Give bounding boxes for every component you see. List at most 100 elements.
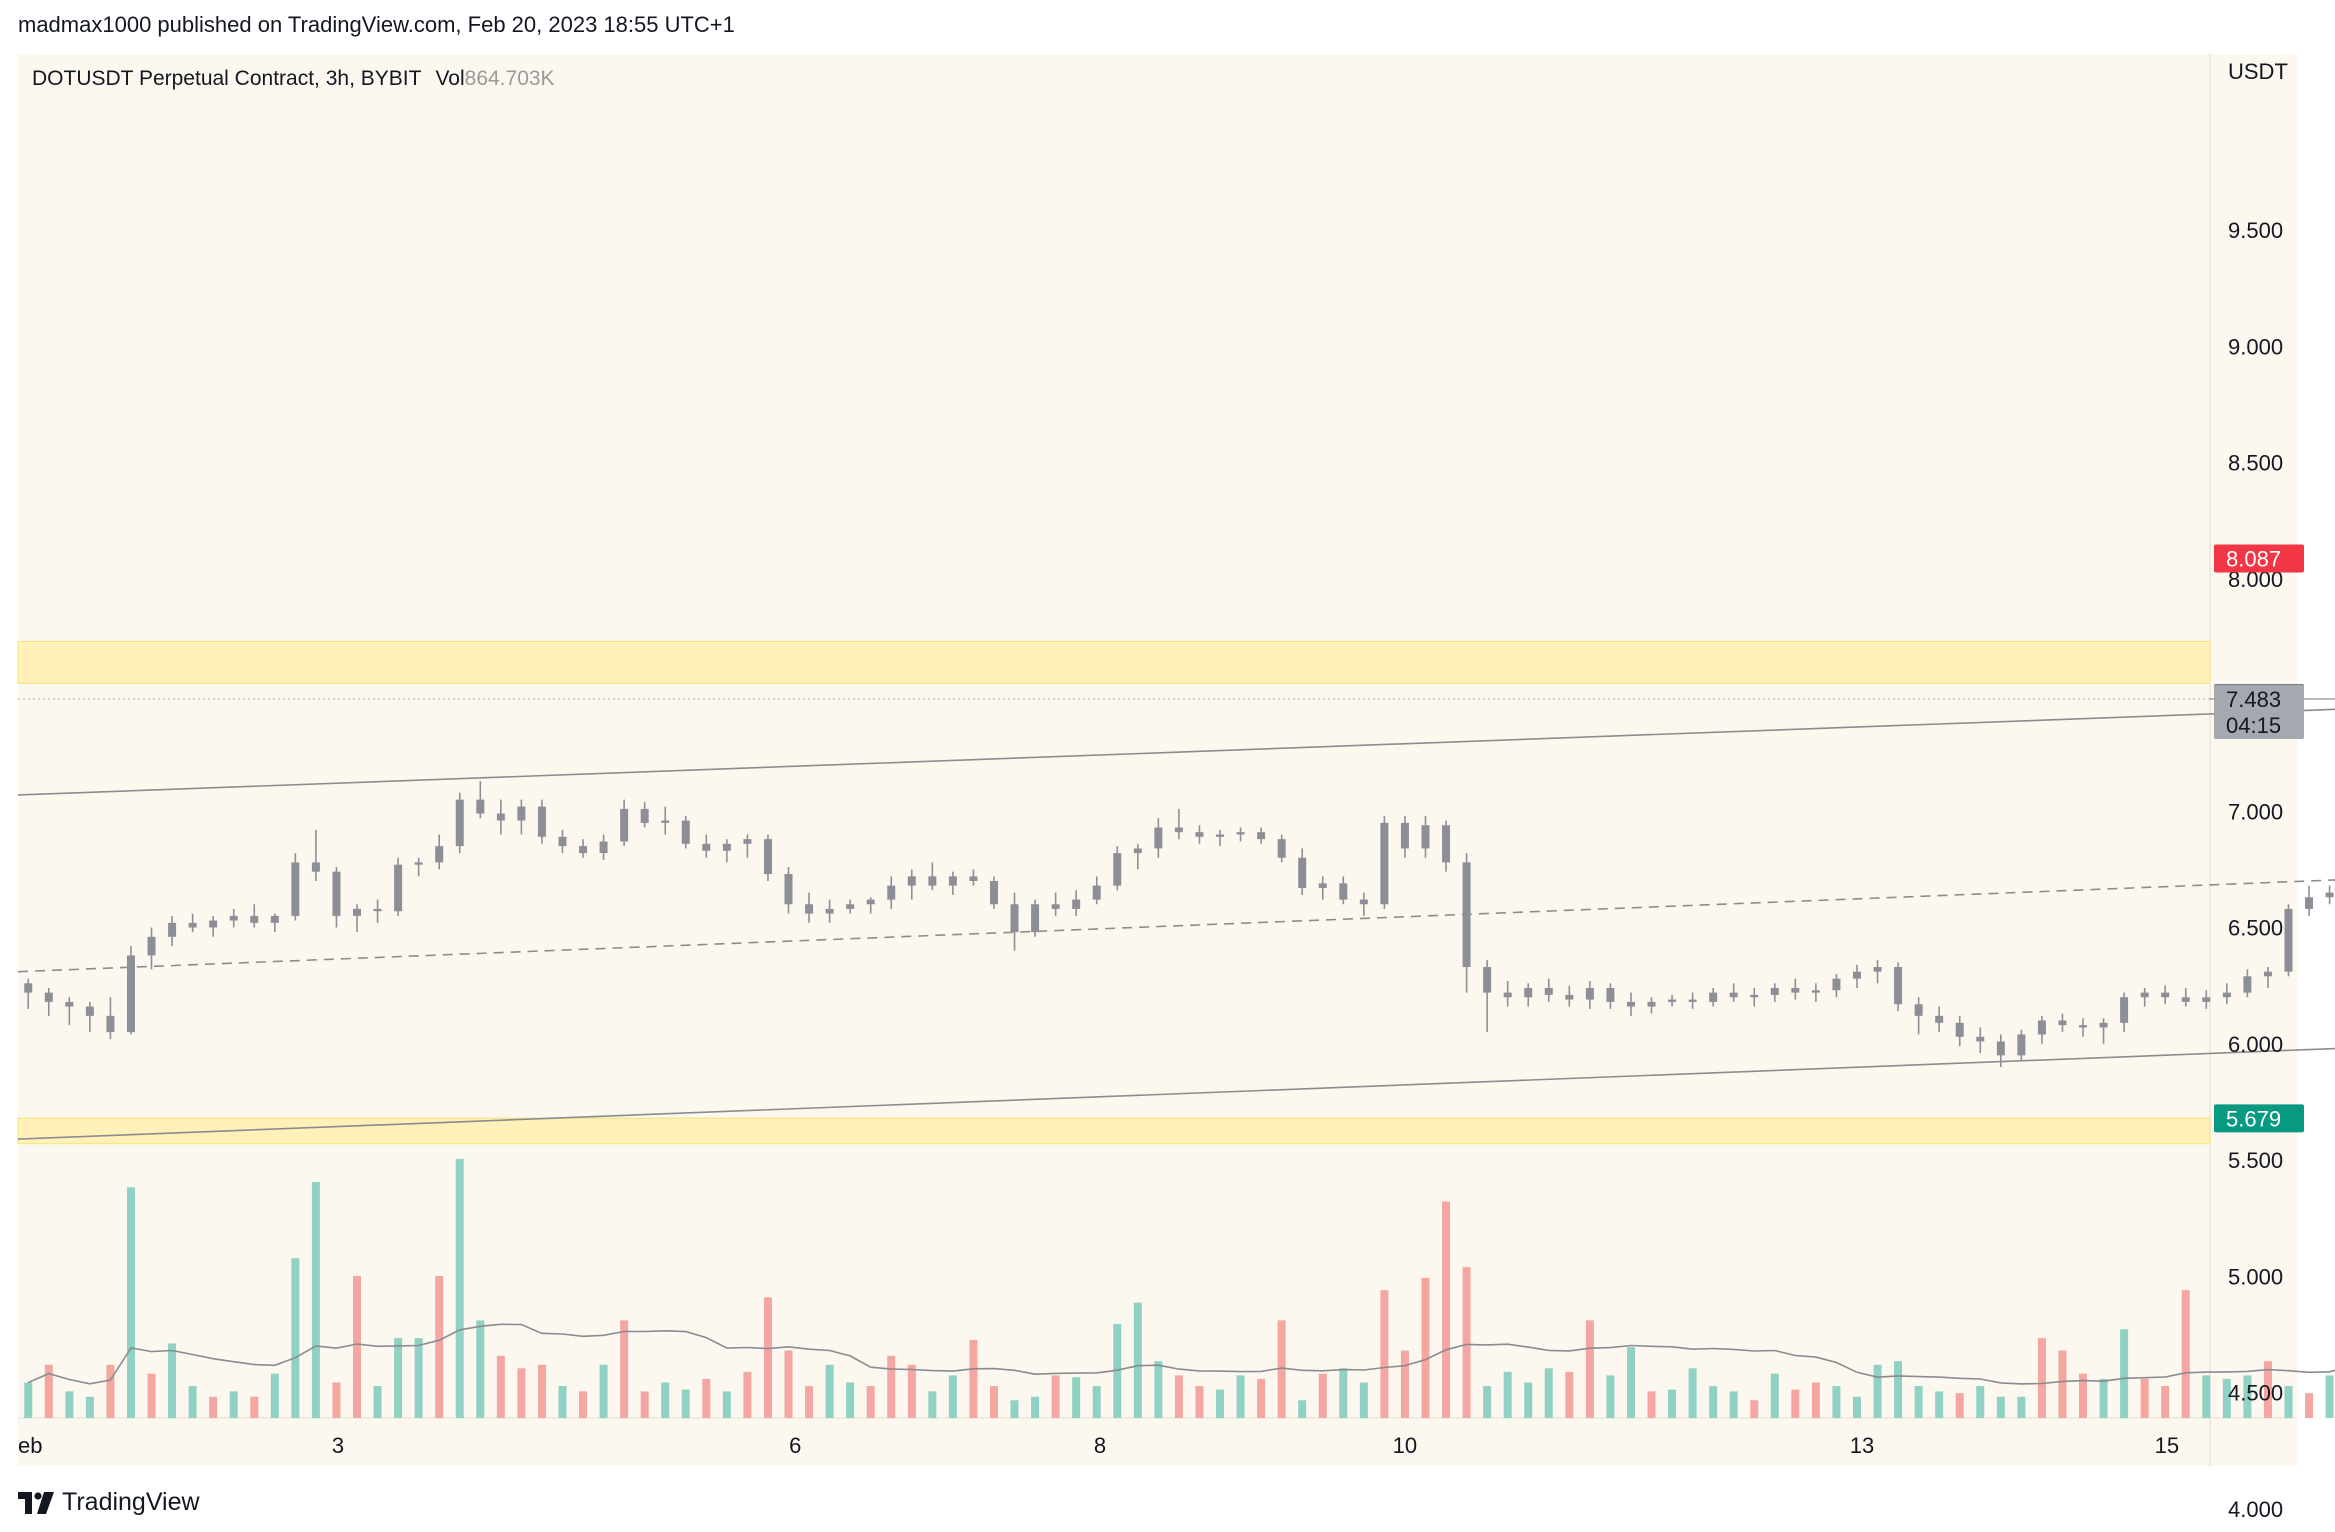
candle (722, 839, 731, 863)
candle-body (2325, 892, 2334, 898)
volume-bar (784, 1350, 793, 1418)
candle-body (291, 862, 300, 916)
zones-layer (17, 641, 2211, 1145)
volume-bar (106, 1364, 115, 1418)
candle (1133, 843, 1142, 870)
volume-bar (1524, 1382, 1533, 1418)
x-tick-label: 6 (789, 1433, 801, 1458)
candle-body (2099, 1022, 2108, 1028)
candle-body (1770, 987, 1779, 995)
candle-body (1339, 883, 1348, 900)
candle (969, 869, 978, 886)
candle-body (1811, 990, 1820, 993)
volume-bar (1462, 1267, 1471, 1418)
candle (907, 869, 916, 900)
y-tick-label: 9.500 (2228, 218, 2283, 243)
candle-body (1565, 994, 1574, 1000)
volume-bar (1770, 1373, 1779, 1418)
volume-bar (2099, 1378, 2108, 1418)
candle (188, 913, 197, 933)
candle (2243, 969, 2252, 998)
volume-bar (1092, 1386, 1101, 1418)
candle-body (989, 881, 998, 905)
brand[interactable]: TradingView (18, 1488, 200, 1517)
volume-bar (948, 1375, 957, 1418)
volume-bar (558, 1386, 567, 1418)
volume-bar (866, 1386, 875, 1418)
volume-bar (763, 1297, 772, 1418)
candle-body (1442, 825, 1451, 863)
candle (1770, 983, 1779, 1002)
volume-bar (517, 1368, 526, 1418)
candle-body (168, 922, 177, 937)
candle-body (1503, 992, 1512, 998)
volume-bar (435, 1276, 444, 1418)
candle (1894, 962, 1903, 1012)
volume-bar (1791, 1389, 1800, 1418)
candle-body (1257, 832, 1266, 840)
candle-body (1976, 1036, 1985, 1042)
candle-body (1421, 825, 1430, 849)
candle (1339, 876, 1348, 905)
candle-body (599, 841, 608, 854)
candle-body (1216, 834, 1225, 837)
volume-bar (2181, 1290, 2190, 1418)
price-badge-bg (2214, 544, 2304, 573)
candle (1832, 974, 1841, 998)
candle-body (126, 955, 135, 1033)
volume-bar (1051, 1375, 1060, 1418)
candle-body (1750, 994, 1759, 998)
candle (394, 857, 403, 916)
candle-body (2243, 976, 2252, 993)
volume-bar (722, 1391, 731, 1418)
candle (805, 892, 814, 923)
candle (168, 915, 177, 947)
candle (1873, 960, 1882, 984)
candle-body (1935, 1015, 1944, 1023)
candle-body (948, 876, 957, 886)
y-tick-label: 4.500 (2228, 1381, 2283, 1406)
volume-bar (1380, 1290, 1389, 1418)
candle-body (537, 806, 546, 837)
x-tick-label: 15 (2155, 1433, 2179, 1458)
volume-bar (229, 1391, 238, 1418)
volume-bar (2243, 1375, 2252, 1418)
candle-body (24, 983, 33, 993)
volume-bar (989, 1386, 998, 1418)
candle-body (2202, 997, 2211, 1002)
candle (496, 799, 505, 835)
volume-bar (44, 1364, 53, 1418)
volume-bar (599, 1364, 608, 1418)
y-tick-label: 5.500 (2228, 1148, 2283, 1173)
time-axis[interactable]: eb3681013151720222427Mar (18, 1433, 2335, 1458)
candle (1462, 853, 1471, 993)
x-tick-label: eb (18, 1433, 42, 1458)
volume-bar (168, 1343, 177, 1418)
candle-body (866, 899, 875, 905)
volume-bar (1400, 1350, 1409, 1418)
candle (2202, 990, 2211, 1009)
y-tick-label: 6.000 (2228, 1032, 2283, 1057)
candle (2037, 1015, 2046, 1044)
candle (1174, 808, 1183, 840)
candle-body (44, 992, 53, 1002)
candle (1626, 992, 1635, 1016)
candle (1976, 1027, 1985, 1054)
candle (65, 997, 74, 1026)
candle (1318, 876, 1327, 900)
x-tick-label: 8 (1094, 1433, 1106, 1458)
candle (24, 978, 33, 1009)
candle (311, 829, 320, 881)
candle-body (743, 839, 752, 844)
volume-bar (2161, 1386, 2170, 1418)
candle-body (476, 799, 485, 814)
candle-body (2305, 897, 2314, 909)
volume-bar (1359, 1382, 1368, 1418)
volume-bar (1914, 1386, 1923, 1418)
candle (2099, 1018, 2108, 1044)
candle-body (209, 920, 218, 928)
volume-bar (147, 1373, 156, 1418)
candles-layer (24, 781, 2334, 1067)
